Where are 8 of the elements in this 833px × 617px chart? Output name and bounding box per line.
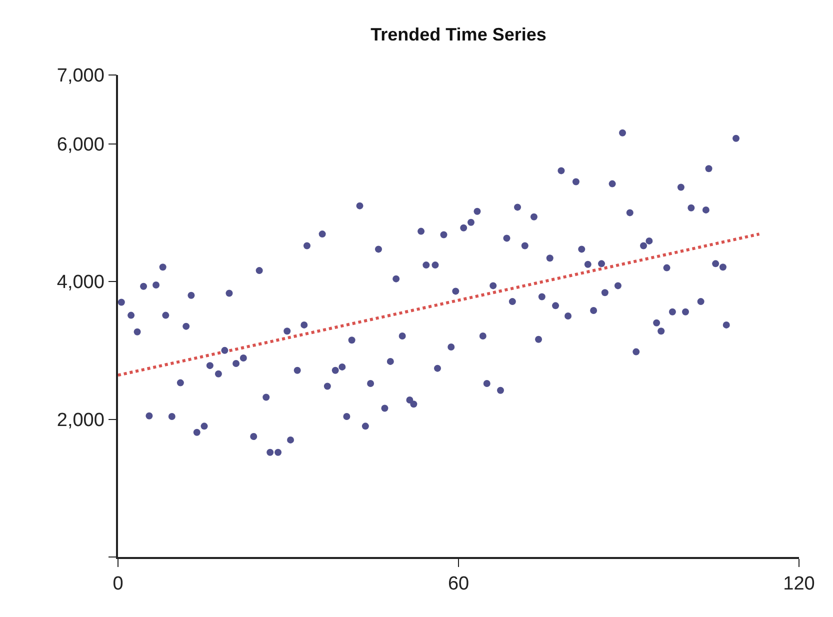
chart-title: Trended Time Series xyxy=(370,24,546,44)
x-tick-label: 120 xyxy=(783,574,815,595)
x-tick-label: 0 xyxy=(112,574,124,595)
y-tick-label: 2,000 xyxy=(56,410,104,431)
x-tick-label: 60 xyxy=(448,574,470,595)
y-tick-label: 7,000 xyxy=(56,66,104,87)
y-tick-label: 6,000 xyxy=(56,134,104,156)
y-tick-label: 4,000 xyxy=(56,272,104,294)
